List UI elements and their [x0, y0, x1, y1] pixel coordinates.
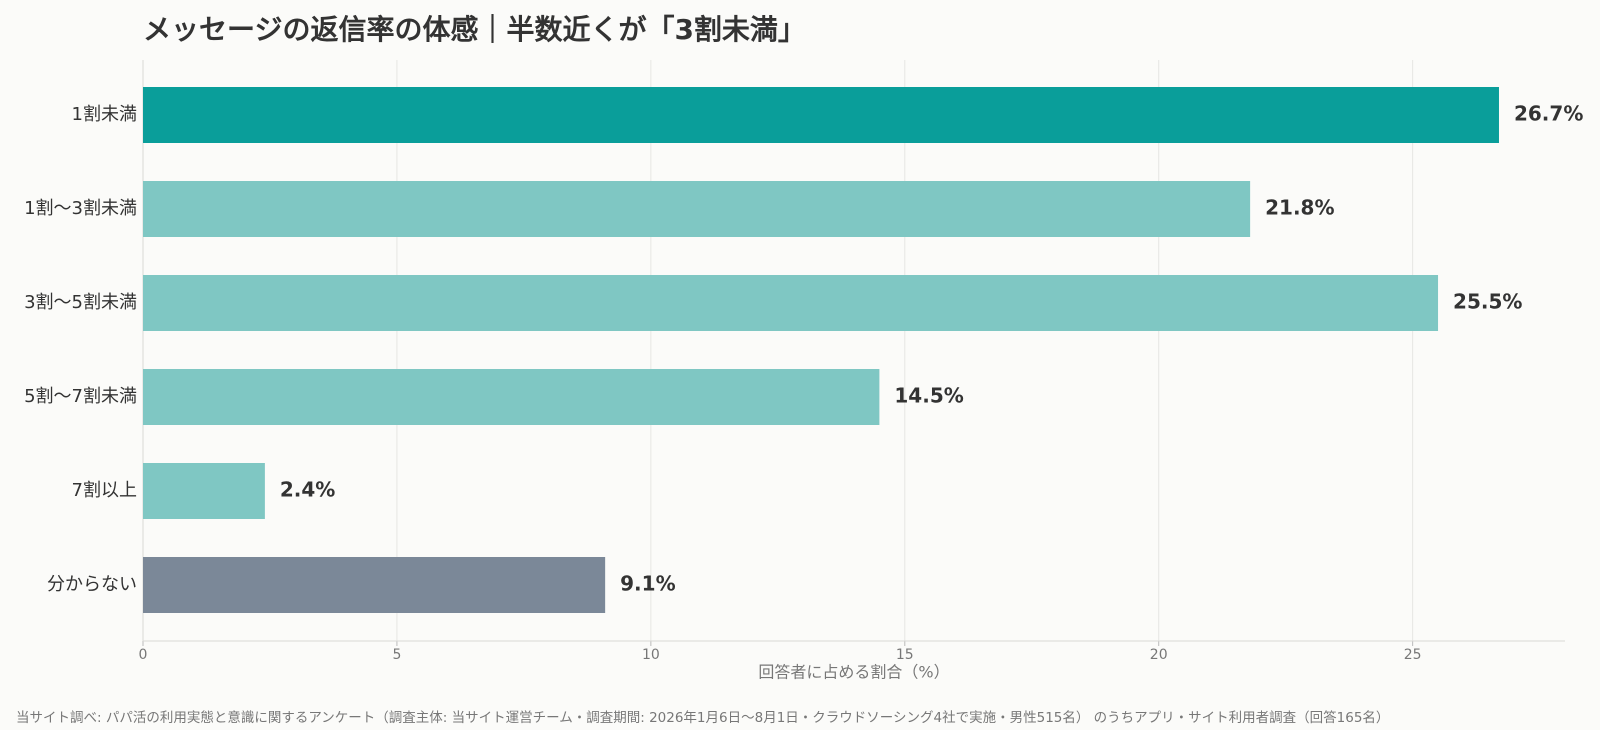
category-label: 7割以上 — [72, 480, 137, 501]
category-label: 1割〜3割未満 — [24, 198, 137, 219]
category-label: 5割〜7割未満 — [24, 386, 137, 407]
x-tick-label: 10 — [642, 647, 660, 663]
value-label: 14.5% — [894, 384, 963, 408]
value-label: 21.8% — [1265, 196, 1334, 220]
x-tick-label: 0 — [139, 647, 148, 663]
x-tick-label: 25 — [1404, 647, 1422, 663]
x-tick-label: 20 — [1150, 647, 1168, 663]
category-label: 1割未満 — [72, 104, 137, 125]
x-tick-label: 15 — [896, 647, 914, 663]
value-label: 9.1% — [620, 572, 675, 596]
bar — [143, 463, 265, 519]
x-tick-label: 5 — [392, 647, 401, 663]
bar — [143, 87, 1499, 143]
x-axis-label: 回答者に占める割合（%） — [758, 663, 949, 682]
category-label: 3割〜5割未満 — [24, 292, 137, 313]
value-label: 26.7% — [1514, 102, 1583, 126]
chart-title: メッセージの返信率の体感｜半数近くが「3割未満」 — [143, 13, 806, 46]
bar — [143, 557, 606, 613]
value-label: 2.4% — [280, 478, 335, 502]
bar — [143, 369, 880, 425]
bar — [143, 181, 1251, 237]
bar — [143, 275, 1439, 331]
category-label: 分からない — [47, 574, 137, 595]
source-footnote: 当サイト調べ: パパ活の利用実態と意識に関するアンケート（調査主体: 当サイト運… — [16, 710, 1390, 726]
value-label: 25.5% — [1453, 290, 1522, 314]
